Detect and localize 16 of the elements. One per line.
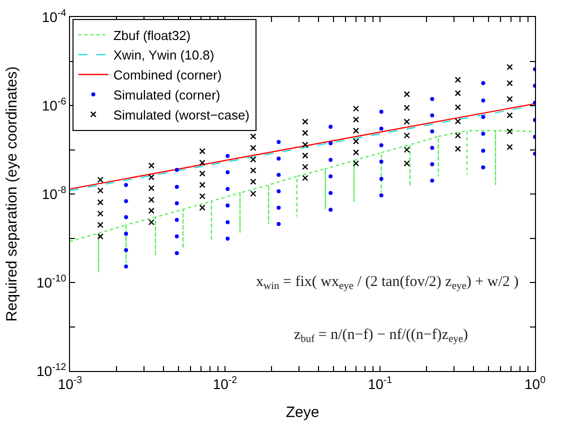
- y-tick-label: 10$^{-10}$: [36, 274, 67, 290]
- x-tick-label: 10$^{-1}$: [368, 374, 392, 392]
- annotation: x$_{win}$ = fix( wx$_{eye}$ / (2 tan(fov/2) z$_{eye}$) + w/2 ): [256, 274, 519, 292]
- legend-label: Xwin, Ywin (10.8): [113, 48, 214, 63]
- legend-label: Simulated (corner): [113, 87, 220, 102]
- y-axis-title: Required separation (eye coordinates): [4, 66, 21, 322]
- legend-label: Zbuf (float32): [113, 28, 191, 43]
- legend-label: Simulated (worst−case): [113, 107, 250, 122]
- x-axis-title: Zeye: [286, 404, 320, 421]
- annotation: z$_{buf}$ = n/(n−f) − nf/((n−f)z$_{eye}$): [294, 327, 468, 346]
- y-tick-label: 10$^{-6}$: [42, 96, 67, 114]
- x-tick-label: 10$^{-2}$: [212, 374, 238, 392]
- x-tick-label: 10$^{0}$: [524, 374, 546, 392]
- y-tick-label: 10$^{-8}$: [42, 185, 67, 202]
- legend-label: Combined (corner): [113, 68, 222, 83]
- y-tick-label: 10$^{-4}$: [42, 8, 67, 25]
